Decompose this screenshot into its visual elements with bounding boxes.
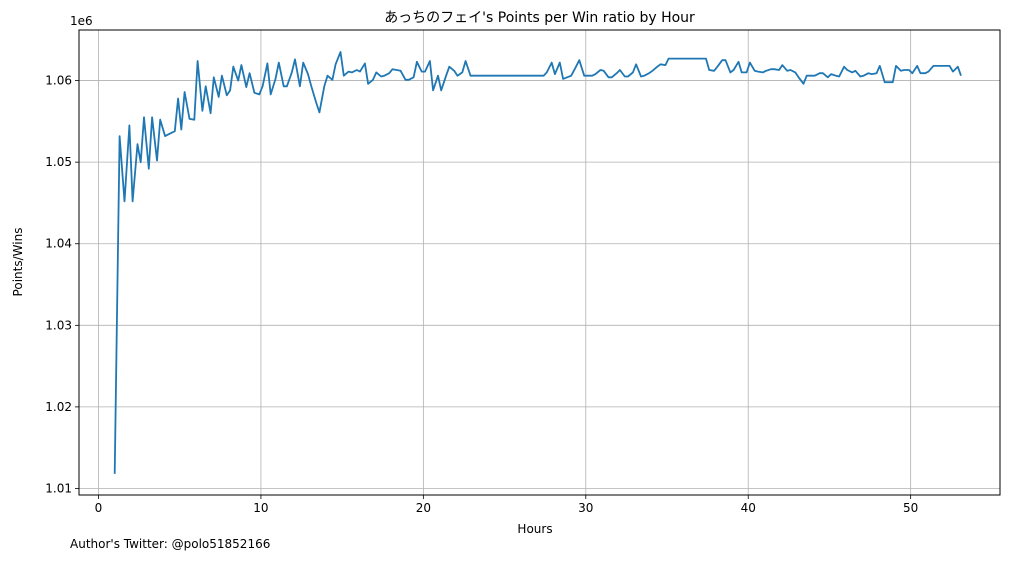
y-tick-label: 1.05 xyxy=(45,155,72,169)
x-axis-label: Hours xyxy=(517,522,552,536)
y-tick-label: 1.06 xyxy=(45,74,72,88)
grid-lines xyxy=(79,30,1000,495)
y-tick-label: 1.03 xyxy=(45,318,72,332)
y-axis-label: Points/Wins xyxy=(11,228,25,297)
y-tick-label: 1.02 xyxy=(45,400,72,414)
x-axis-ticks: 0 10 20 30 40 50 xyxy=(95,495,918,515)
series-layer xyxy=(113,51,962,474)
x-tick-label: 40 xyxy=(741,501,756,515)
author-twitter-note: Author's Twitter: @polo51852166 xyxy=(70,537,271,551)
series-line xyxy=(113,51,962,474)
y-tick-label: 1.01 xyxy=(45,481,72,495)
x-tick-label: 10 xyxy=(253,501,268,515)
y-axis-offset-label: 1e6 xyxy=(70,14,93,28)
x-tick-label: 30 xyxy=(578,501,593,515)
x-tick-label: 0 xyxy=(95,501,103,515)
y-tick-label: 1.04 xyxy=(45,237,72,251)
x-tick-label: 50 xyxy=(903,501,918,515)
x-tick-label: 20 xyxy=(416,501,431,515)
chart-title: あっちのフェイ's Points per Win ratio by Hour xyxy=(384,10,695,26)
plot-frame xyxy=(78,29,1001,496)
y-axis-ticks: 1.01 1.02 1.03 1.04 1.05 1.06 xyxy=(45,74,79,495)
